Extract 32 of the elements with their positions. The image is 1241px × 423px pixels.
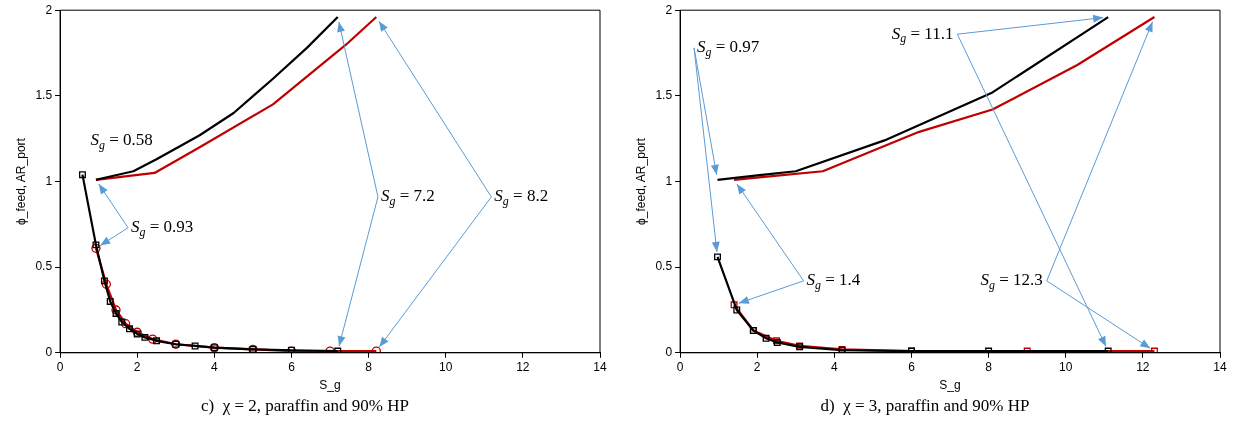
x-tick-label: 10	[1059, 360, 1073, 375]
x-tick-label: 10	[439, 360, 453, 375]
x-tick-label: 2	[133, 360, 141, 375]
y-tick-label: 1	[45, 173, 53, 188]
y-tick-label: 2	[45, 2, 53, 17]
x-tick-label: 12	[1136, 360, 1150, 375]
x-axis-title: S_g	[939, 377, 961, 392]
y-tick-label: 1	[665, 173, 673, 188]
text: c) χ = 2, paraffin and 90% HP	[200, 396, 410, 416]
y-axis-title: ϕ_feed, AR_port	[633, 137, 648, 225]
y-tick-label: 1.5	[35, 88, 53, 103]
x-tick-label: 8	[985, 360, 993, 375]
y-axis-title: ϕ_feed, AR_port	[13, 137, 28, 225]
y-tick-label: 0	[45, 345, 53, 360]
x-tick-label: 0	[676, 360, 684, 375]
x-tick-label: 4	[211, 360, 218, 375]
y-tick-label: 2	[665, 2, 673, 17]
x-tick-label: 6	[288, 360, 296, 375]
x-tick-label: 14	[1213, 360, 1227, 375]
y-tick-label: 1.5	[655, 88, 673, 103]
x-tick-label: 6	[908, 360, 916, 375]
x-axis-title: S_g	[319, 377, 341, 392]
x-tick-label: 8	[365, 360, 373, 375]
y-tick-label: 0.5	[655, 259, 673, 274]
x-tick-label: 4	[831, 360, 838, 375]
x-tick-label: 14	[593, 360, 607, 375]
text: d) χ = 3, paraffin and 90% HP	[820, 396, 1030, 416]
y-tick-label: 0	[665, 345, 673, 360]
x-tick-label: 0	[56, 360, 64, 375]
x-tick-label: 12	[516, 360, 530, 375]
x-tick-label: 2	[753, 360, 761, 375]
y-tick-label: 0.5	[35, 259, 53, 274]
